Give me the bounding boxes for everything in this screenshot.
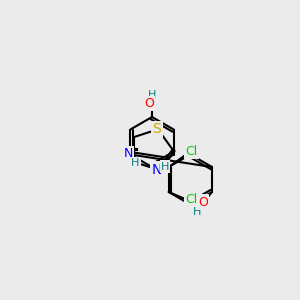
Text: H: H (161, 161, 169, 172)
Text: N: N (124, 147, 133, 160)
Text: N: N (152, 163, 162, 177)
Text: Cl: Cl (185, 193, 197, 206)
Text: O: O (198, 196, 208, 208)
Text: H: H (131, 158, 140, 169)
Text: Cl: Cl (185, 145, 197, 158)
Text: O: O (144, 97, 154, 110)
Text: S: S (152, 122, 161, 136)
Text: H: H (193, 207, 202, 217)
Text: H: H (148, 91, 156, 100)
